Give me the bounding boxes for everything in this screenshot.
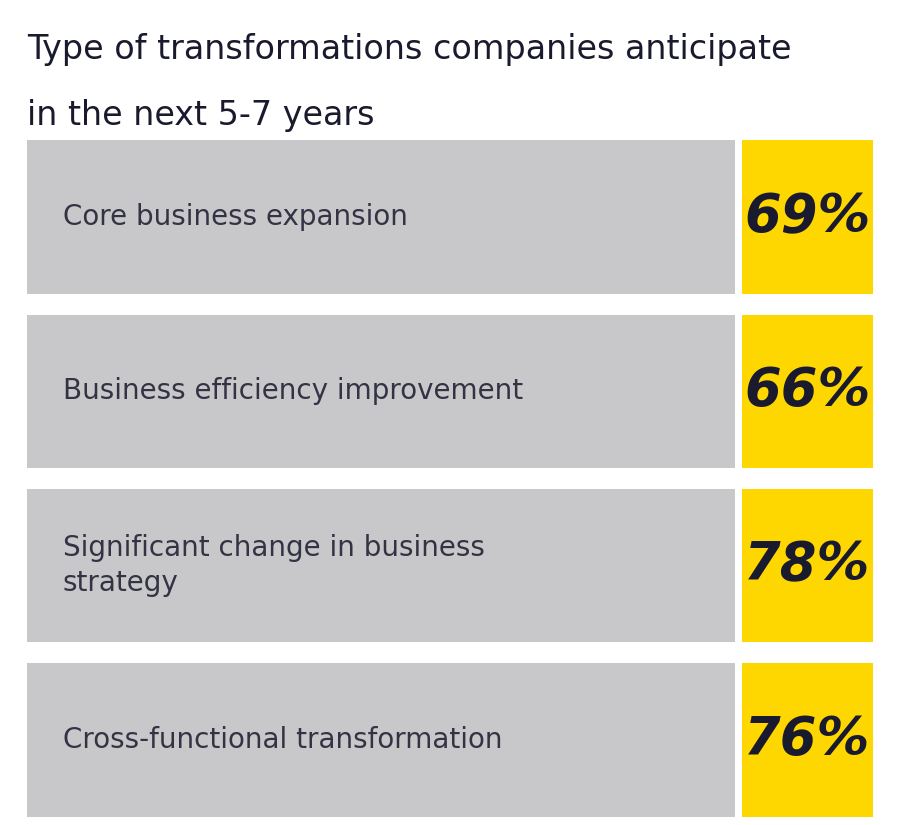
Text: 76%: 76% bbox=[744, 714, 870, 766]
Text: 66%: 66% bbox=[744, 365, 870, 417]
Text: Cross-functional transformation: Cross-functional transformation bbox=[63, 726, 502, 754]
Text: in the next 5-7 years: in the next 5-7 years bbox=[27, 99, 374, 132]
Text: 78%: 78% bbox=[744, 540, 870, 592]
Text: Type of transformations companies anticipate: Type of transformations companies antici… bbox=[27, 33, 791, 66]
Text: Significant change in business
strategy: Significant change in business strategy bbox=[63, 534, 485, 597]
Text: 69%: 69% bbox=[744, 191, 870, 243]
Text: Business efficiency improvement: Business efficiency improvement bbox=[63, 377, 523, 405]
Text: Core business expansion: Core business expansion bbox=[63, 203, 408, 231]
